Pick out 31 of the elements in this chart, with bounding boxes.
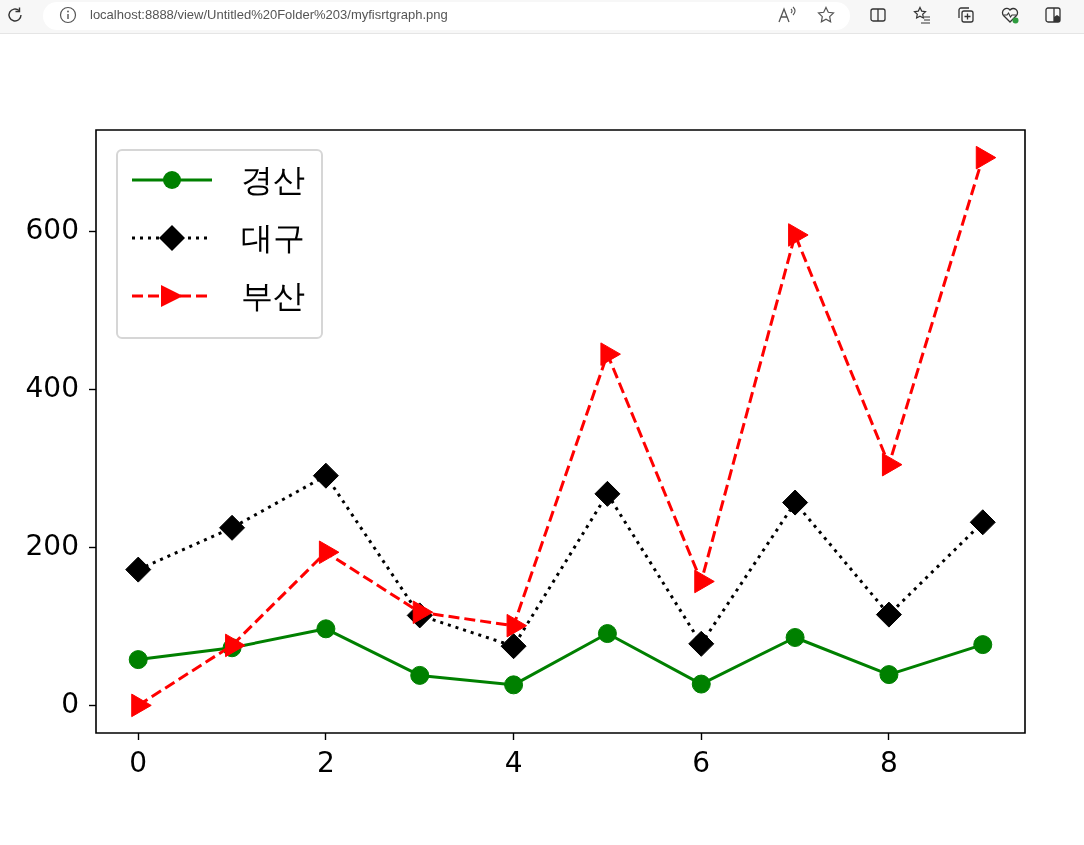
point [125, 556, 152, 583]
x-tick-label: 4 [504, 746, 523, 780]
x-tick-label: 2 [316, 746, 335, 780]
point [316, 619, 336, 639]
point [688, 630, 715, 657]
x-tick-label: 8 [880, 746, 898, 780]
point [969, 509, 996, 536]
point [594, 480, 621, 507]
point [312, 462, 339, 489]
text: localhost:8888/view/Untitled%20Folder%203/myfisrtgraph.png [90, 7, 448, 22]
point [691, 674, 711, 694]
point [410, 665, 430, 685]
legend-label: 부산 [241, 277, 305, 315]
y-tick-label: 600 [25, 213, 79, 247]
y-tick-label: 0 [61, 686, 79, 720]
point [128, 650, 148, 670]
y-tick-label: 400 [25, 370, 79, 404]
x-tick-label: 0 [129, 746, 148, 780]
point [875, 601, 902, 628]
legend-label: 경산 [241, 161, 305, 199]
point [500, 633, 527, 660]
point [782, 489, 809, 516]
point [597, 624, 617, 644]
point [879, 665, 899, 685]
point [785, 628, 805, 647]
y-tick-label: 200 [25, 528, 79, 562]
x-tick-label: 6 [692, 746, 711, 780]
point [504, 675, 524, 695]
point [219, 514, 246, 541]
legend-label: 대구 [241, 219, 305, 257]
point [973, 635, 993, 655]
